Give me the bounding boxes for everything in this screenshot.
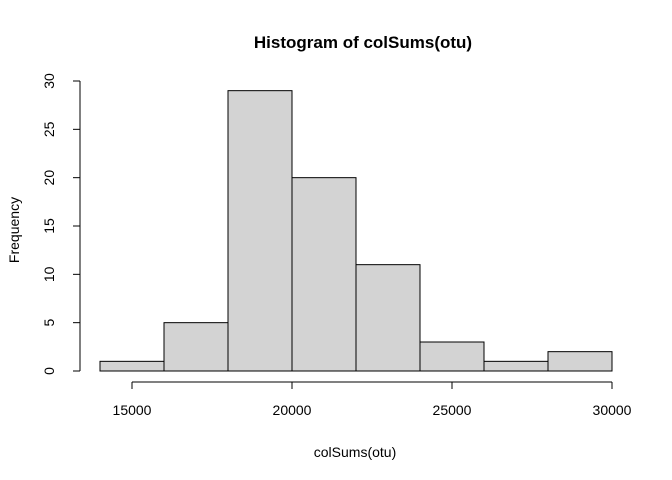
histogram-bar <box>547 351 613 372</box>
x-tick-label: 30000 <box>593 402 632 418</box>
histogram-bars <box>99 90 613 372</box>
y-axis: 0 5 10 15 20 25 30 <box>41 73 81 375</box>
x-axis: 15000 20000 25000 30000 <box>113 381 632 418</box>
histogram-bar <box>355 264 421 372</box>
y-tick-label: 30 <box>41 73 57 89</box>
histogram-bar <box>99 360 165 372</box>
y-tick-label: 25 <box>41 121 57 137</box>
y-tick-label: 20 <box>41 170 57 186</box>
x-axis-label: colSums(otu) <box>314 444 396 460</box>
histogram-bar <box>163 322 229 372</box>
y-tick-label: 10 <box>41 266 57 282</box>
y-axis-label: Frequency <box>6 197 22 263</box>
y-tick-label: 5 <box>41 319 57 327</box>
histogram-bar <box>419 341 485 372</box>
histogram-bar <box>483 360 549 372</box>
x-tick-label: 20000 <box>273 402 312 418</box>
y-tick-label: 0 <box>41 367 57 375</box>
histogram-bar <box>227 90 293 372</box>
chart-title: Histogram of colSums(otu) <box>254 33 472 52</box>
histogram-bar <box>291 177 357 372</box>
x-tick-label: 25000 <box>433 402 472 418</box>
x-tick-label: 15000 <box>113 402 152 418</box>
y-tick-label: 15 <box>41 218 57 234</box>
